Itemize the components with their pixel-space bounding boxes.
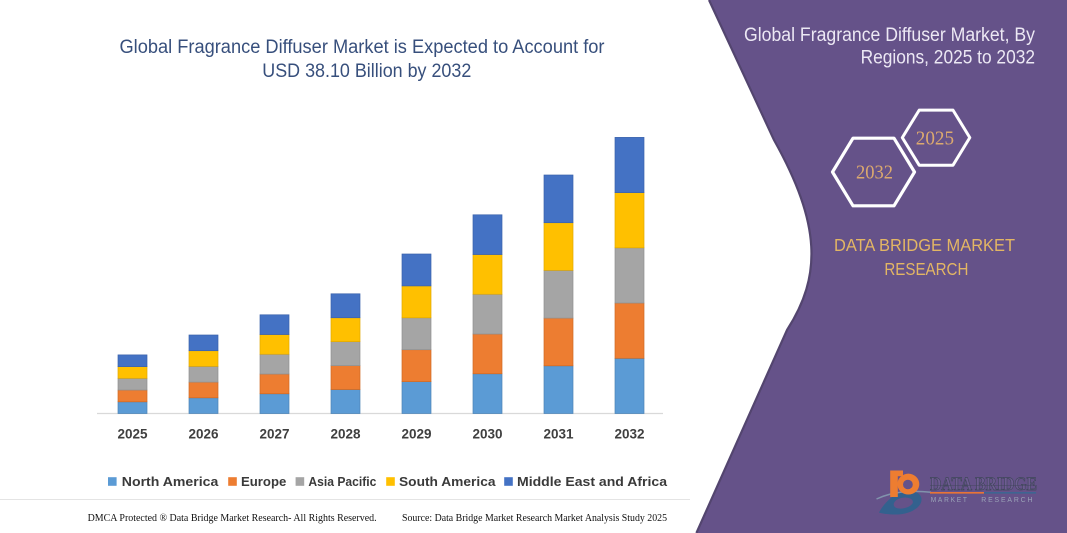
svg-text:Regions, 2025 to 2032: Regions, 2025 to 2032: [861, 48, 1035, 69]
svg-text:DATA BRIDGE: DATA BRIDGE: [930, 474, 1037, 495]
svg-text:South America: South America: [399, 474, 496, 489]
svg-text:Middle East and Africa: Middle East and Africa: [517, 474, 668, 489]
svg-text:Asia Pacific: Asia Pacific: [308, 474, 376, 489]
svg-text:2028: 2028: [330, 426, 361, 441]
svg-text:Global Fragrance Diffuser Mark: Global Fragrance Diffuser Market, By: [744, 25, 1035, 46]
svg-text:2032: 2032: [614, 426, 644, 441]
svg-text:RESEARCH: RESEARCH: [981, 495, 1034, 504]
svg-text:Europe: Europe: [241, 474, 286, 489]
svg-text:USD 38.10 Billion by 2032: USD 38.10 Billion by 2032: [262, 61, 471, 82]
svg-text:2026: 2026: [188, 426, 219, 441]
svg-text:2032: 2032: [856, 162, 893, 184]
svg-text:2025: 2025: [117, 426, 148, 441]
svg-text:2027: 2027: [259, 426, 289, 441]
svg-text:North America: North America: [122, 474, 219, 489]
svg-text:RESEARCH: RESEARCH: [884, 259, 968, 279]
svg-text:Source: Data Bridge Market Res: Source: Data Bridge Market Research Mark…: [402, 512, 667, 524]
svg-text:MARKET: MARKET: [931, 495, 969, 504]
svg-text:DATA BRIDGE MARKET: DATA BRIDGE MARKET: [834, 235, 1015, 255]
svg-text:Global Fragrance Diffuser Mark: Global Fragrance Diffuser Market is Expe…: [120, 37, 606, 58]
svg-text:2025: 2025: [916, 128, 954, 150]
svg-text:2031: 2031: [543, 426, 574, 441]
svg-text:DMCA Protected ® Data Bridge M: DMCA Protected ® Data Bridge Market Rese…: [88, 512, 377, 524]
svg-text:2029: 2029: [401, 426, 431, 441]
svg-text:2030: 2030: [472, 426, 502, 441]
